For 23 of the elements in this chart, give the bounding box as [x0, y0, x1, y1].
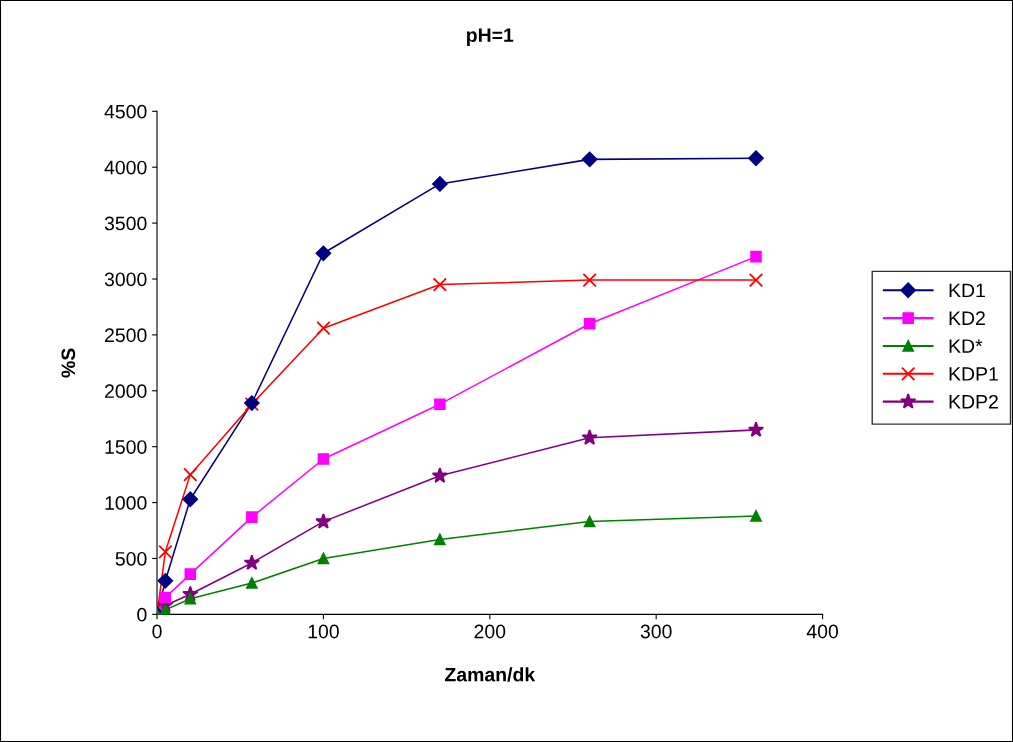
- x-tick-label: 400: [806, 624, 839, 639]
- legend-label: KD*: [949, 339, 983, 353]
- x-tick-label: 200: [474, 624, 506, 639]
- y-tick-label: 1500: [105, 440, 147, 454]
- x-tick-label: 0: [152, 624, 162, 639]
- y-tick-label: 0: [137, 607, 147, 622]
- x-tick-label: 300: [640, 624, 672, 639]
- y-tick-label: 4500: [104, 104, 147, 119]
- y-tick-label: 3000: [104, 272, 147, 287]
- chart-title: pH=1: [467, 28, 514, 46]
- x-axis-title: Zaman/dk: [444, 667, 536, 682]
- y-axis-title: %S: [61, 348, 76, 378]
- legend-label: KD2: [949, 311, 985, 325]
- y-tick-label: 3500: [104, 216, 147, 231]
- legend-label: KDP2: [949, 394, 998, 409]
- y-tick-label: 500: [115, 551, 147, 566]
- y-tick-label: 4000: [104, 160, 147, 175]
- y-tick-label: 2500: [105, 328, 147, 343]
- y-tick-label: 2000: [105, 384, 147, 399]
- y-tick-label: 1000: [105, 496, 147, 510]
- x-tick-label: 100: [308, 624, 339, 639]
- legend-label: KDP1: [949, 367, 998, 381]
- legend-label: KD1: [949, 283, 985, 298]
